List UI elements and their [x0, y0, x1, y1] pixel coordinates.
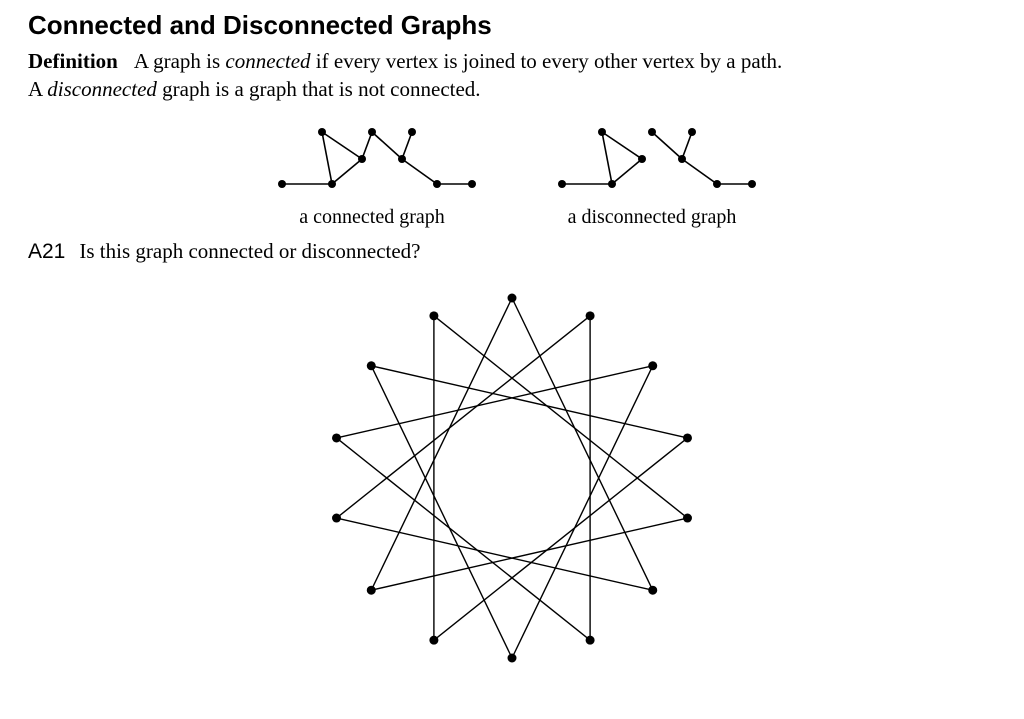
question-number: A21	[28, 240, 65, 264]
example-disconnected: a disconnected graph	[542, 114, 762, 229]
example-connected: a connected graph	[262, 114, 482, 229]
definition-label: Definition	[28, 49, 118, 73]
def-line1-pre: A graph is	[134, 49, 226, 73]
def-line1-em: connected	[225, 49, 310, 73]
disconnected-graph-svg	[542, 114, 762, 204]
section-title: Connected and Disconnected Graphs	[28, 10, 996, 41]
def-line1-post: if every vertex is joined to every other…	[311, 49, 783, 73]
question-row: A21 Is this graph connected or disconnec…	[28, 239, 996, 264]
def-line2-em: disconnected	[47, 77, 157, 101]
big-graph-wrap	[28, 268, 996, 688]
def-line2-pre: A	[28, 77, 47, 101]
big-graph-svg	[292, 268, 732, 688]
examples-row: a connected graph a disconnected graph	[28, 114, 996, 229]
connected-caption: a connected graph	[299, 206, 444, 229]
question-text: Is this graph connected or disconnected?	[79, 239, 420, 264]
def-line2-post: graph is a graph that is not connected.	[157, 77, 481, 101]
disconnected-caption: a disconnected graph	[568, 206, 737, 229]
definition-block: Definition A graph is connected if every …	[28, 47, 996, 104]
connected-graph-svg	[262, 114, 482, 204]
